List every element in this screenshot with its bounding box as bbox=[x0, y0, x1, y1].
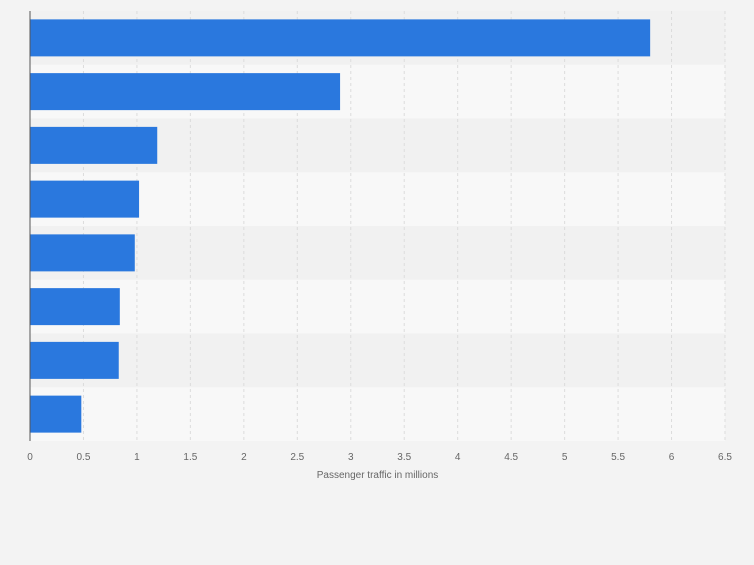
x-tick-label: 4.5 bbox=[504, 452, 518, 463]
x-tick-label: 2.5 bbox=[290, 452, 304, 463]
row-band bbox=[30, 387, 725, 441]
x-tick-label: 6 bbox=[669, 452, 675, 463]
row-band bbox=[30, 333, 725, 388]
x-tick-label: 0.5 bbox=[77, 452, 91, 463]
x-axis-ticks: 0 0.5 1 1.5 2 2.5 3 3.5 4 4.5 5 5.5 6 6.5 bbox=[27, 452, 732, 463]
x-tick-label: 1.5 bbox=[183, 452, 197, 463]
x-axis-title: Passenger traffic in millions bbox=[317, 470, 439, 481]
row-bands bbox=[30, 11, 725, 441]
bar bbox=[30, 341, 119, 379]
x-tick-label: 0 bbox=[27, 452, 33, 463]
bar bbox=[30, 19, 651, 57]
x-tick-label: 2 bbox=[241, 452, 247, 463]
row-band bbox=[30, 279, 725, 334]
x-tick-label: 5 bbox=[562, 452, 568, 463]
bar bbox=[30, 395, 82, 433]
x-tick-label: 4 bbox=[455, 452, 461, 463]
bar bbox=[30, 180, 140, 218]
bar bbox=[30, 234, 135, 272]
row-band bbox=[30, 172, 725, 226]
x-tick-label: 3 bbox=[348, 452, 354, 463]
x-tick-label: 1 bbox=[134, 452, 140, 463]
x-tick-label: 5.5 bbox=[611, 452, 625, 463]
bar bbox=[30, 126, 158, 164]
row-band bbox=[30, 226, 725, 280]
bar bbox=[30, 73, 341, 111]
x-tick-label: 6.5 bbox=[718, 452, 732, 463]
x-tick-label: 3.5 bbox=[397, 452, 411, 463]
bars bbox=[30, 19, 651, 433]
bar bbox=[30, 288, 120, 326]
